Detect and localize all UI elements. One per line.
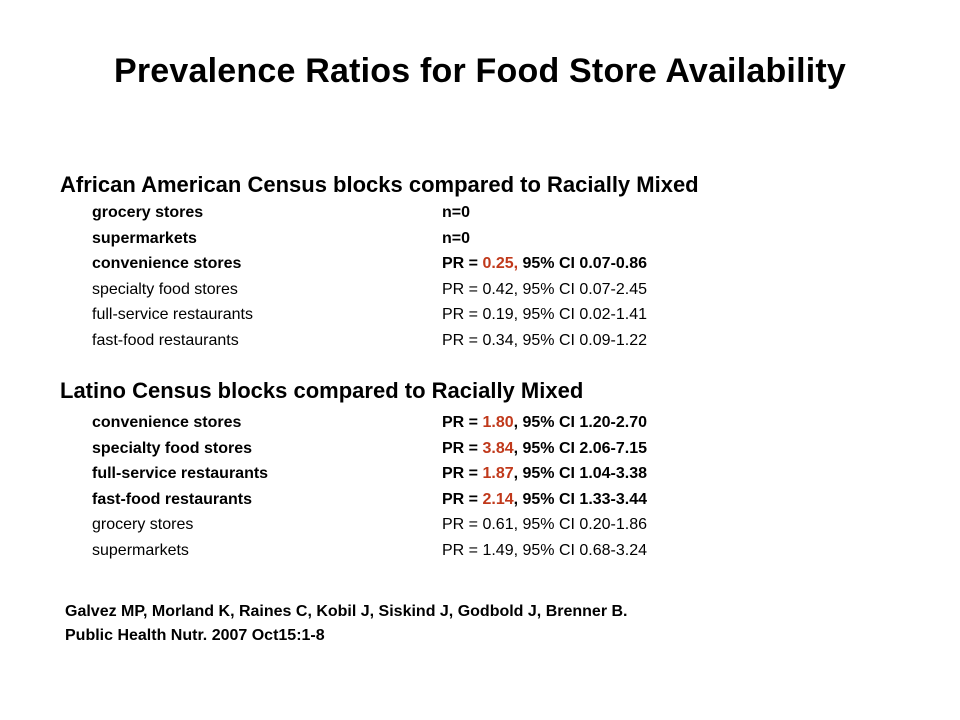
latino-results-list: convenience stores PR = 1.80, 95% CI 1.20… <box>92 410 792 564</box>
result-value: PR = 1.49, 95% CI 0.68-3.24 <box>442 538 647 564</box>
confidence-interval: , 95% CI 1.04-3.38 <box>513 465 648 483</box>
store-type-label: grocery stores <box>92 204 204 221</box>
result-prefix: PR = <box>442 255 483 273</box>
result-value: n=0 <box>442 226 470 252</box>
result-value: PR = 2.14, 95% CI 1.33-3.44 <box>442 487 647 513</box>
confidence-interval: 95% CI 0.07-0.86 <box>518 255 648 273</box>
prevalence-ratio-highlight: 0.25, <box>482 255 519 273</box>
store-type-label: fast-food restaurants <box>92 331 239 349</box>
result-value: n=0 <box>442 200 470 226</box>
result-row: fast-food restaurants PR = 0.34, 95% CI 0… <box>92 328 792 354</box>
result-value: PR = 1.87, 95% CI 1.04-3.38 <box>442 461 647 487</box>
result-row: grocery stores n=0 <box>92 200 792 226</box>
store-type-label: grocery stores <box>92 516 194 534</box>
result-prefix: PR = <box>442 465 483 483</box>
result-value: PR = 0.25, 95% CI 0.07-0.86 <box>442 251 647 277</box>
prevalence-ratio-highlight: 1.80 <box>482 414 514 431</box>
result-value: PR = 0.19, 95% CI 0.02-1.41 <box>442 302 647 328</box>
result-row: full-service restaurants PR = 1.87, 95% C… <box>92 461 792 487</box>
result-row: supermarkets n=0 <box>92 226 792 252</box>
prevalence-ratio-highlight: 1.87 <box>482 465 514 483</box>
confidence-interval: , 95% CI 2.06-7.15 <box>513 439 648 457</box>
result-value: PR = 1.80, 95% CI 1.20-2.70 <box>442 410 647 436</box>
result-row: convenience stores PR = 1.80, 95% CI 1.20… <box>92 410 792 436</box>
result-row: grocery stores PR = 0.61, 95% CI 0.20-1.8… <box>92 512 792 538</box>
result-row: specialty food stores PR = 3.84, 95% CI 2… <box>92 436 792 462</box>
result-row: supermarkets PR = 1.49, 95% CI 0.68-3.24 <box>92 538 792 564</box>
result-value: PR = 0.61, 95% CI 0.20-1.86 <box>442 512 647 538</box>
result-value: PR = 0.34, 95% CI 0.09-1.22 <box>442 328 647 354</box>
result-prefix: PR = 0.42, 95% CI 0.07-2.45 <box>442 280 648 298</box>
result-prefix: PR = <box>442 439 483 457</box>
result-row: full-service restaurants PR = 0.19, 95% C… <box>92 302 792 328</box>
result-row: convenience stores PR = 0.25, 95% CI 0.07… <box>92 251 792 277</box>
result-prefix: PR = 0.19, 95% CI 0.02-1.41 <box>442 306 648 324</box>
store-type-label: specialty food stores <box>92 280 238 298</box>
store-type-label: convenience stores <box>92 255 242 273</box>
prevalence-ratio-highlight: 3.84 <box>482 439 514 457</box>
result-prefix: PR = 1.49, 95% CI 0.68-3.24 <box>442 541 648 559</box>
store-type-label: convenience stores <box>92 414 242 431</box>
store-type-label: full-service restaurants <box>92 465 269 483</box>
result-prefix: PR = <box>442 414 483 431</box>
result-prefix: n=0 <box>442 204 471 221</box>
store-type-label: supermarkets <box>92 229 197 247</box>
store-type-label: fast-food restaurants <box>92 490 253 508</box>
confidence-interval: , 95% CI 1.33-3.44 <box>513 490 648 508</box>
result-prefix: PR = 0.34, 95% CI 0.09-1.22 <box>442 331 648 349</box>
citation-authors: Galvez MP, Morland K, Raines C, Kobil J,… <box>65 603 628 620</box>
section-heading-african-american: African American Census blocks compared … <box>60 172 699 197</box>
african-american-results-list: grocery stores n=0 supermarkets n=0 convenie… <box>92 200 792 354</box>
citation: Galvez MP, Morland K, Raines C, Kobil J,… <box>65 600 627 648</box>
confidence-interval: , 95% CI 1.20-2.70 <box>513 414 648 431</box>
result-prefix: PR = 0.61, 95% CI 0.20-1.86 <box>442 516 648 534</box>
result-row: fast-food restaurants PR = 2.14, 95% CI 1… <box>92 487 792 513</box>
citation-journal: Public Health Nutr. 2007 Oct15:1-8 <box>65 627 325 644</box>
result-prefix: n=0 <box>442 229 471 247</box>
store-type-label: full-service restaurants <box>92 306 253 324</box>
store-type-label: specialty food stores <box>92 439 253 457</box>
store-type-label: supermarkets <box>92 541 189 559</box>
section-heading-latino: Latino Census blocks compared to Raciall… <box>60 378 584 403</box>
result-prefix: PR = <box>442 490 483 508</box>
prevalence-ratio-highlight: 2.14 <box>482 490 514 508</box>
slide-title: Prevalence Ratios for Food Store Availab… <box>113 52 846 90</box>
result-value: PR = 3.84, 95% CI 2.06-7.15 <box>442 436 647 462</box>
result-row: specialty food stores PR = 0.42, 95% CI 0… <box>92 277 792 303</box>
result-value: PR = 0.42, 95% CI 0.07-2.45 <box>442 277 647 303</box>
